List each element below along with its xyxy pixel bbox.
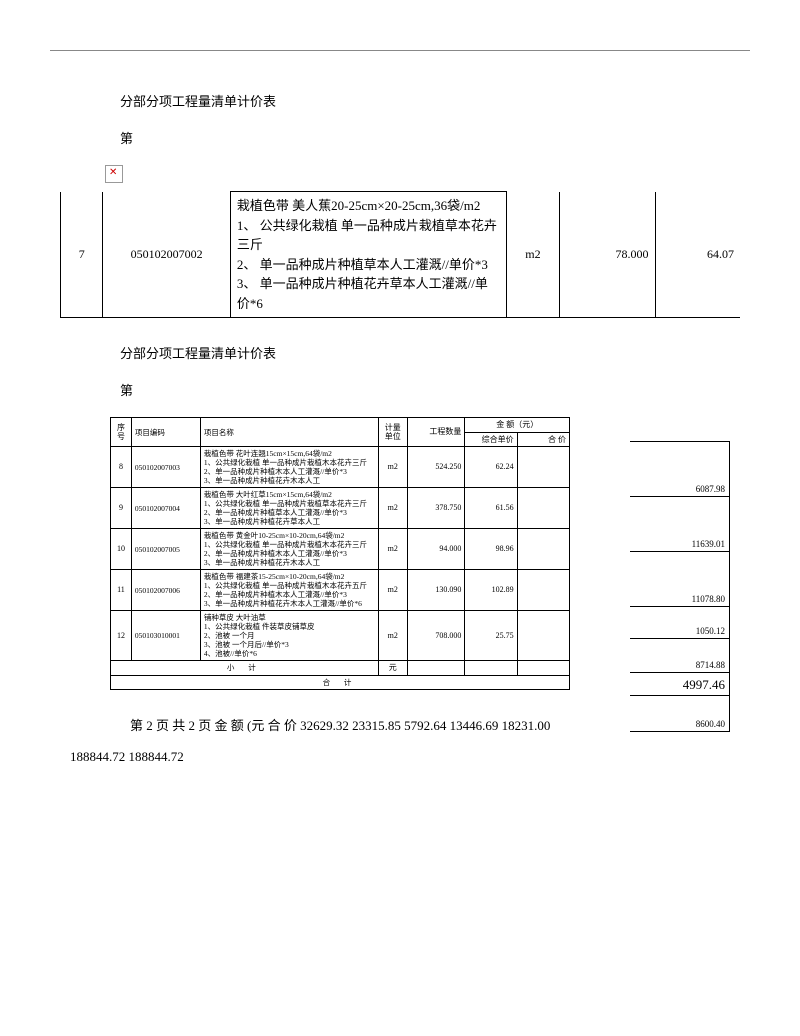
cell-seq: 10 bbox=[111, 529, 132, 570]
table-2: 序号 项目编码 项目名称 计量单位 工程数量 金 额（元） 综合单价 合 价 8… bbox=[110, 417, 570, 690]
hdr-code: 项目编码 bbox=[131, 418, 200, 447]
cell-price: 98.96 bbox=[465, 529, 517, 570]
table-row: 9050102007004栽植色带 大叶红草15cm×15cm,64袋/m21、… bbox=[111, 488, 570, 529]
side-total-cell: 4997.46 bbox=[630, 672, 729, 695]
side-total-cell: 6087.98 bbox=[630, 441, 729, 496]
cell-desc: 栽植色带 大叶红草15cm×15cm,64袋/m21、公共绿化栽植 单一品种成片… bbox=[200, 488, 378, 529]
subtotal-row: 小 计 元 bbox=[111, 661, 570, 676]
hdr-unit: 计量单位 bbox=[378, 418, 407, 447]
table-header-row: 序号 项目编码 项目名称 计量单位 工程数量 金 额（元） bbox=[111, 418, 570, 433]
cell-seq: 11 bbox=[111, 570, 132, 611]
hdr-total: 合 价 bbox=[517, 432, 569, 447]
side-total-cell: 1050.12 bbox=[630, 606, 729, 638]
cell-total bbox=[517, 570, 569, 611]
table-row: 12050103010001铺种草皮 大叶油草1、公共绿化栽植 件装草皮铺草皮2… bbox=[111, 611, 570, 661]
side-total-cell: 11078.80 bbox=[630, 551, 729, 606]
cell-seq: 12 bbox=[111, 611, 132, 661]
cell-unit: m2 bbox=[378, 447, 407, 488]
cell-desc: 栽植色带 福建茶15-25cm×10-20cm,64袋/m21、公共绿化栽植 单… bbox=[200, 570, 378, 611]
cell-desc: 栽植色带 花叶连翘15cm×15cm,64袋/m21、公共绿化栽植 单一品种成片… bbox=[200, 447, 378, 488]
broken-image-icon bbox=[105, 165, 123, 183]
cell-unit: m2 bbox=[378, 570, 407, 611]
side-totals-column: 6087.9811639.0111078.801050.128714.88499… bbox=[630, 441, 730, 732]
table-row: 7 050102007002 栽植色带 美人蕉20-25cm×20-25cm,3… bbox=[61, 192, 741, 318]
cell-price: 102.89 bbox=[465, 570, 517, 611]
cell-price: 62.24 bbox=[465, 447, 517, 488]
cell-code: 050102007006 bbox=[131, 570, 200, 611]
table-2-wrap: 序号 项目编码 项目名称 计量单位 工程数量 金 额（元） 综合单价 合 价 8… bbox=[110, 417, 710, 690]
cell-desc: 铺种草皮 大叶油草1、公共绿化栽植 件装草皮铺草皮2、池被 一个月3、池被 一个… bbox=[200, 611, 378, 661]
hdr-unit-price: 综合单价 bbox=[465, 432, 517, 447]
side-total-cell: 8600.40 bbox=[630, 695, 729, 731]
top-divider bbox=[50, 50, 750, 51]
cell-unit: m2 bbox=[378, 529, 407, 570]
cell-seq: 8 bbox=[111, 447, 132, 488]
hdr-name: 项目名称 bbox=[200, 418, 378, 447]
cell-qty: 378.750 bbox=[407, 488, 465, 529]
cell-unit: m2 bbox=[506, 192, 559, 318]
subtotal-label: 小 计 bbox=[111, 661, 379, 676]
footer-line-2: 188844.72 188844.72 bbox=[70, 741, 750, 772]
cell-qty: 708.000 bbox=[407, 611, 465, 661]
cell-qty: 94.000 bbox=[407, 529, 465, 570]
hdr-amount-group: 金 额（元） bbox=[465, 418, 570, 433]
table-1: 7 050102007002 栽植色带 美人蕉20-25cm×20-25cm,3… bbox=[60, 191, 740, 318]
cell-code: 050102007003 bbox=[131, 447, 200, 488]
section-sub-2: 第 bbox=[120, 380, 750, 399]
total-label: 合 计 bbox=[111, 675, 570, 689]
table-row: 10050102007005栽植色带 黄金叶10-25cm×10-20cm,64… bbox=[111, 529, 570, 570]
cell-unit: m2 bbox=[378, 488, 407, 529]
cell-price: 61.56 bbox=[465, 488, 517, 529]
cell-desc: 栽植色带 黄金叶10-25cm×10-20cm,64袋/m21、公共绿化栽植 单… bbox=[200, 529, 378, 570]
cell-qty: 78.000 bbox=[560, 192, 656, 318]
cell-total bbox=[517, 488, 569, 529]
hdr-qty: 工程数量 bbox=[407, 418, 465, 447]
cell-total bbox=[517, 447, 569, 488]
cell-seq: 7 bbox=[61, 192, 103, 318]
hdr-seq: 序号 bbox=[111, 418, 132, 447]
subtotal-unit: 元 bbox=[378, 661, 407, 676]
total-row: 合 计 bbox=[111, 675, 570, 689]
table-row: 8050102007003栽植色带 花叶连翘15cm×15cm,64袋/m21、… bbox=[111, 447, 570, 488]
cell-price: 64.07 bbox=[655, 192, 740, 318]
cell-code: 050103010001 bbox=[131, 611, 200, 661]
cell-total bbox=[517, 611, 569, 661]
table-row: 11050102007006栽植色带 福建茶15-25cm×10-20cm,64… bbox=[111, 570, 570, 611]
side-total-cell: 11639.01 bbox=[630, 496, 729, 551]
cell-price: 25.75 bbox=[465, 611, 517, 661]
cell-desc: 栽植色带 美人蕉20-25cm×20-25cm,36袋/m21、 公共绿化栽植 … bbox=[230, 192, 506, 318]
cell-seq: 9 bbox=[111, 488, 132, 529]
section-title-1: 分部分项工程量清单计价表 bbox=[120, 91, 750, 110]
section-sub-1: 第 bbox=[120, 128, 750, 147]
cell-total bbox=[517, 529, 569, 570]
cell-qty: 524.250 bbox=[407, 447, 465, 488]
cell-qty: 130.090 bbox=[407, 570, 465, 611]
cell-code: 050102007005 bbox=[131, 529, 200, 570]
section-title-2: 分部分项工程量清单计价表 bbox=[120, 343, 750, 362]
cell-code: 050102007004 bbox=[131, 488, 200, 529]
cell-code: 050102007002 bbox=[103, 192, 230, 318]
cell-unit: m2 bbox=[378, 611, 407, 661]
side-total-cell: 8714.88 bbox=[630, 638, 729, 672]
